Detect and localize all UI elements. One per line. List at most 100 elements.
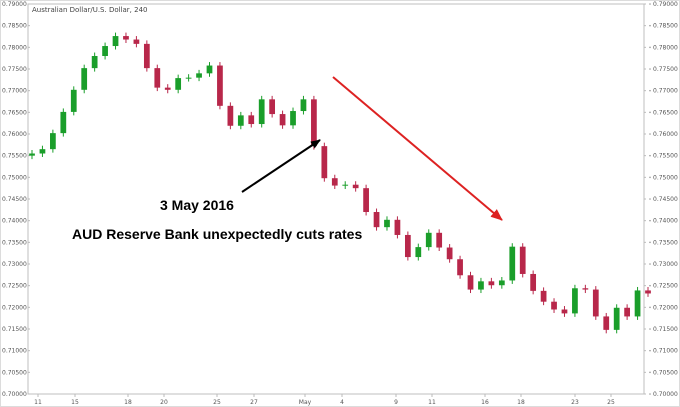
candle-body	[384, 219, 390, 228]
candle-body	[206, 65, 213, 74]
candle-body	[143, 43, 150, 69]
candle-body	[217, 65, 223, 106]
candle	[404, 231, 411, 261]
candle-body	[70, 89, 77, 112]
x-tick-label: 25	[607, 399, 615, 406]
y-tick-label-left: 0.71500	[2, 326, 27, 333]
candle	[258, 95, 265, 128]
candle-body	[582, 288, 589, 290]
y-tick-label-left: 0.78500	[2, 23, 27, 30]
candle	[436, 229, 443, 251]
y-tick-label-right: 0.74500	[653, 196, 678, 203]
candle	[540, 287, 547, 306]
candle-body	[352, 184, 359, 189]
y-tick-dot	[649, 46, 651, 49]
candle	[342, 181, 349, 190]
candle	[321, 142, 328, 182]
y-tick-label-right: 0.72500	[653, 283, 678, 290]
candle	[519, 243, 526, 278]
candle	[603, 312, 610, 334]
candle-body	[446, 247, 453, 260]
y-tick-dot	[649, 133, 651, 135]
candle-body	[519, 246, 526, 274]
y-tick-label-left: 0.73500	[2, 239, 27, 246]
candle-body	[645, 290, 651, 294]
y-tick-label-right: 0.78500	[653, 23, 678, 30]
candle	[509, 243, 516, 284]
candle	[123, 32, 129, 43]
y-tick-dot	[649, 284, 651, 287]
candle	[634, 286, 641, 320]
candle-body	[311, 99, 317, 147]
candle-body	[102, 46, 108, 56]
y-tick-dot	[649, 89, 651, 92]
y-tick-label-right: 0.76500	[653, 109, 678, 116]
candle	[331, 174, 338, 190]
y-tick-label-left: 0.76500	[2, 109, 27, 116]
candle-body	[436, 232, 443, 248]
candle-body	[29, 153, 35, 156]
y-tick-label-left: 0.79000	[2, 1, 27, 8]
candle	[645, 286, 651, 297]
y-tick-dot	[649, 306, 651, 309]
candle-body	[175, 78, 182, 90]
candle	[91, 52, 98, 72]
candle-body	[81, 68, 88, 90]
x-tick-label: 20	[160, 399, 168, 406]
candle	[551, 298, 557, 313]
candle	[478, 277, 484, 294]
candle	[164, 84, 171, 94]
x-axis: 11 15 18 20 25 27 May 4 9 11 16 18 23 25	[34, 394, 615, 406]
candle	[248, 111, 255, 128]
y-tick-label-right: 0.77500	[653, 66, 678, 73]
candle-body	[530, 273, 537, 291]
candle	[237, 111, 244, 130]
candle-body	[613, 307, 620, 330]
plot-frame	[27, 3, 645, 395]
y-tick-label-right: 0.78000	[653, 44, 678, 51]
y-axis-right: 0.79000 0.78500 0.78000 0.77500 0.77000 0.765…	[644, 1, 678, 398]
candle-body	[279, 114, 286, 126]
candle-body	[572, 288, 578, 314]
y-tick-dot	[649, 393, 651, 395]
candle-body	[50, 133, 56, 150]
candle-body	[478, 281, 484, 290]
y-tick-dot	[649, 111, 651, 114]
x-tick-label: 16	[481, 399, 489, 406]
x-tick-label: 18	[517, 399, 525, 406]
candle	[269, 95, 276, 118]
x-tick-label: 15	[71, 399, 79, 406]
candle-body	[248, 115, 255, 125]
candle	[572, 284, 578, 317]
candle-body	[373, 212, 380, 228]
candle-body	[404, 234, 411, 258]
candle	[196, 69, 202, 82]
candle	[352, 181, 359, 192]
candle-body	[363, 188, 369, 212]
x-tick-label: May	[299, 399, 312, 406]
candle-body	[394, 219, 401, 235]
y-tick-dot	[649, 68, 651, 70]
candle-body	[227, 105, 234, 126]
y-tick-label-right: 0.75000	[653, 174, 678, 181]
candle-body	[457, 259, 463, 276]
y-tick-label-right: 0.70000	[653, 391, 678, 398]
y-tick-dot	[649, 176, 651, 179]
candle	[29, 150, 35, 160]
candle	[143, 40, 150, 72]
chart-title: Australian Dollar/U.S. Dollar, 240	[32, 6, 148, 14]
y-tick-label-right: 0.70500	[653, 369, 678, 376]
y-tick-label-right: 0.77000	[653, 88, 678, 95]
candle-body	[290, 111, 296, 126]
y-tick-label-left: 0.72000	[2, 304, 27, 311]
candle	[50, 129, 56, 153]
y-tick-label-left: 0.74500	[2, 196, 27, 203]
candle	[133, 36, 140, 48]
x-tick-label: 9	[394, 399, 398, 406]
candle	[112, 32, 119, 50]
candle-body	[269, 99, 276, 115]
y-tick-label-right: 0.72000	[653, 304, 678, 311]
y-tick-dot	[649, 198, 651, 200]
y-tick-label-left: 0.75500	[2, 153, 27, 160]
